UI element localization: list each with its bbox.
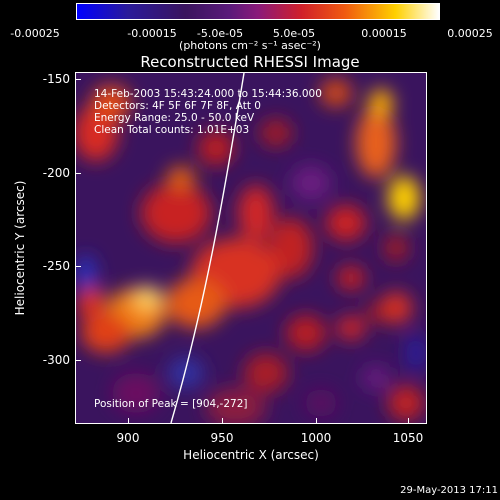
x-tick-mark: [408, 418, 409, 424]
y-tick-mark: [75, 173, 81, 174]
x-axis-label: Heliocentric X (arcsec): [183, 448, 319, 462]
x-tick-mark: [316, 418, 317, 424]
colorbar: [76, 3, 440, 20]
colorbar-tick: -0.00025: [10, 27, 60, 40]
info-clean-counts: Clean Total counts: 1.01E+03: [94, 124, 250, 136]
y-axis-label: Heliocentric Y (arcsec): [13, 180, 27, 316]
y-tick-mark: [75, 79, 81, 80]
image-plot-area: [75, 72, 427, 424]
x-tick-label: 1000: [300, 431, 332, 445]
plot-title: Reconstructed RHESSI Image: [140, 53, 360, 71]
y-tick-label: -200: [42, 166, 70, 180]
colorbar-unit-label: (photons cm⁻² s⁻¹ asec⁻²): [179, 39, 321, 52]
y-tick-label: -250: [42, 259, 70, 273]
peak-position-label: Position of Peak = [904,-272]: [94, 398, 248, 410]
colorbar-tick: 0.00015: [361, 27, 407, 40]
x-tick-label: 900: [116, 431, 140, 445]
solar-limb-line: [170, 73, 245, 423]
colorbar-tick: -5.0e-05: [196, 27, 244, 40]
y-tick-mark: [75, 266, 81, 267]
colorbar-tick: -0.00015: [127, 27, 177, 40]
x-tick-label: 950: [210, 431, 234, 445]
rhessi-heatmap: [76, 73, 426, 423]
x-tick-mark: [222, 418, 223, 424]
info-time-range: 14-Feb-2003 15:43:24.000 to 15:44:36.000: [94, 88, 322, 100]
footer-date: 29-May-2013 17:11: [400, 485, 498, 496]
y-tick-label: -300: [42, 353, 70, 367]
colorbar-tick: 5.0e-05: [272, 27, 316, 40]
colorbar-tick: 0.00025: [447, 27, 493, 40]
info-detectors: Detectors: 4F 5F 6F 7F 8F, Att 0: [94, 100, 261, 112]
info-energy-range: Energy Range: 25.0 - 50.0 keV: [94, 112, 255, 124]
y-tick-label: -150: [42, 72, 70, 86]
y-tick-mark: [75, 360, 81, 361]
x-tick-label: 1050: [392, 431, 424, 445]
x-tick-mark: [128, 418, 129, 424]
